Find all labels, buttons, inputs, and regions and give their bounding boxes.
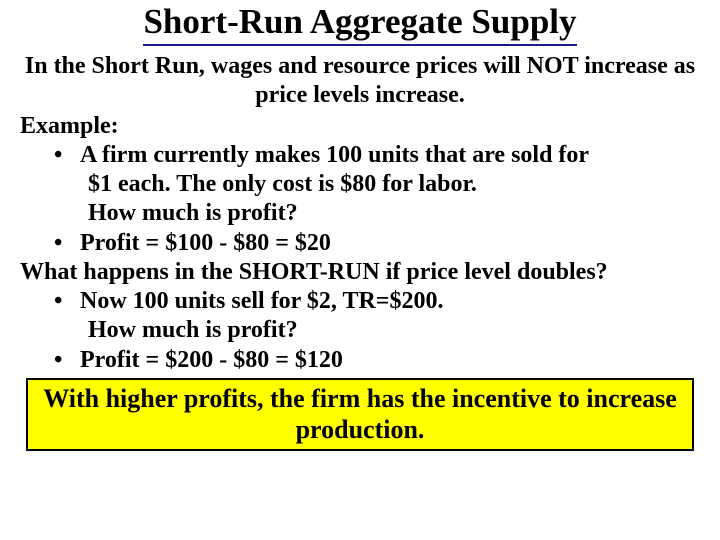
bullet-mark: • <box>20 346 80 375</box>
bullet-2-text: Profit = $100 - $80 = $20 <box>80 229 700 258</box>
example-label: Example: <box>20 112 700 141</box>
bullet-2: • Profit = $100 - $80 = $20 <box>20 229 700 258</box>
question-text: What happens in the SHORT-RUN if price l… <box>20 258 700 287</box>
bullet-1-line3: How much is profit? <box>20 199 700 228</box>
slide: Short-Run Aggregate Supply In the Short … <box>0 0 720 451</box>
bullet-4-text: Profit = $200 - $80 = $120 <box>80 346 700 375</box>
bullet-3-line2: How much is profit? <box>20 316 700 345</box>
bullet-mark: • <box>20 141 80 170</box>
slide-title: Short-Run Aggregate Supply <box>143 2 576 46</box>
bullet-3: • Now 100 units sell for $2, TR=$200. <box>20 287 700 316</box>
bullet-1-line2: $1 each. The only cost is $80 for labor. <box>20 170 700 199</box>
bullet-mark: • <box>20 287 80 316</box>
intro-text: In the Short Run, wages and resource pri… <box>20 52 700 110</box>
bullet-mark: • <box>20 229 80 258</box>
bullet-4: • Profit = $200 - $80 = $120 <box>20 346 700 375</box>
bullet-1-line1: A firm currently makes 100 units that ar… <box>80 141 700 170</box>
callout-box: With higher profits, the firm has the in… <box>26 378 694 451</box>
bullet-3-line1: Now 100 units sell for $2, TR=$200. <box>80 287 700 316</box>
title-wrap: Short-Run Aggregate Supply <box>20 2 700 48</box>
bullet-1: • A firm currently makes 100 units that … <box>20 141 700 170</box>
